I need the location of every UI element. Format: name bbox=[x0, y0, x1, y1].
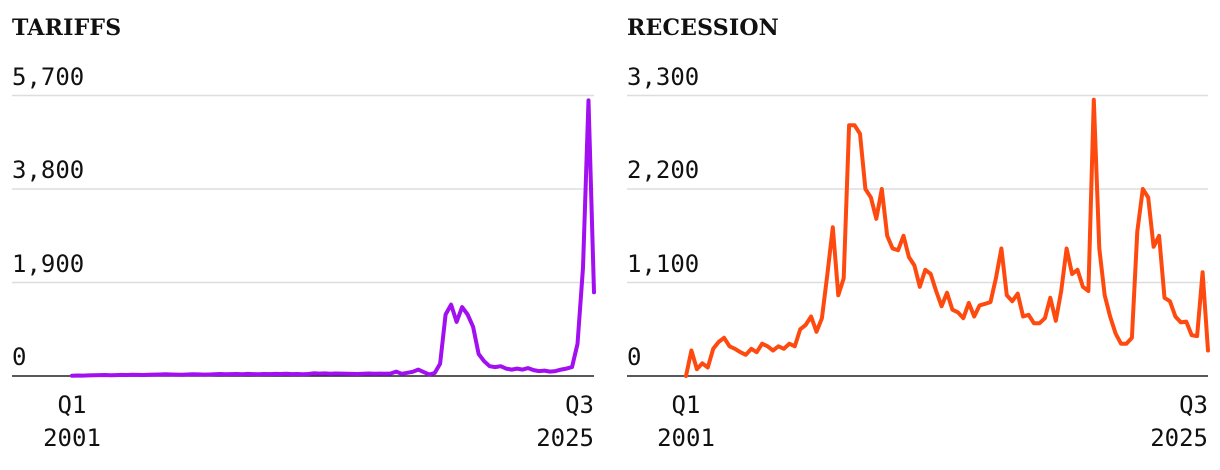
tariffs-xtick-end-quarter: Q3 bbox=[565, 391, 594, 419]
recession-xtick-start-quarter: Q1 bbox=[672, 391, 701, 419]
tariffs-series-line bbox=[70, 98, 596, 378]
recession-xtick-start-year: 2001 bbox=[657, 424, 715, 452]
tariffs-ytick-0: 0 bbox=[12, 343, 26, 371]
recession-ytick-3300: 3,300 bbox=[627, 63, 699, 91]
tariffs-grid bbox=[12, 94, 594, 377]
tariffs-chart: TARIFFS 5,700 3,800 1,900 0 Q1 2001 Q3 2… bbox=[12, 15, 596, 452]
recession-xtick-end-quarter: Q3 bbox=[1179, 391, 1208, 419]
tariffs-ytick-3800: 3,800 bbox=[12, 156, 84, 184]
recession-chart: RECESSION 3,300 2,200 1,100 0 Q1 2001 Q3… bbox=[627, 15, 1210, 452]
tariffs-yticks: 5,700 3,800 1,900 0 bbox=[12, 63, 84, 371]
recession-ytick-2200: 2,200 bbox=[627, 156, 699, 184]
tariffs-ytick-1900: 1,900 bbox=[12, 250, 84, 278]
tariffs-xtick-end-year: 2025 bbox=[536, 424, 594, 452]
recession-yticks: 3,300 2,200 1,100 0 bbox=[627, 63, 699, 371]
tariffs-ytick-5700: 5,700 bbox=[12, 63, 84, 91]
recession-grid bbox=[627, 94, 1208, 377]
recession-title: RECESSION bbox=[627, 15, 779, 41]
tariffs-xtick-start-quarter: Q1 bbox=[58, 391, 87, 419]
recession-xtick-end-year: 2025 bbox=[1150, 424, 1208, 452]
tariffs-title: TARIFFS bbox=[12, 15, 121, 41]
recession-xticks: Q1 2001 Q3 2025 bbox=[657, 391, 1208, 452]
recession-ytick-0: 0 bbox=[627, 343, 641, 371]
recession-ytick-1100: 1,100 bbox=[627, 250, 699, 278]
tariffs-xtick-start-year: 2001 bbox=[43, 424, 101, 452]
recession-series-line bbox=[684, 97, 1210, 378]
tariffs-xticks: Q1 2001 Q3 2025 bbox=[43, 391, 594, 452]
